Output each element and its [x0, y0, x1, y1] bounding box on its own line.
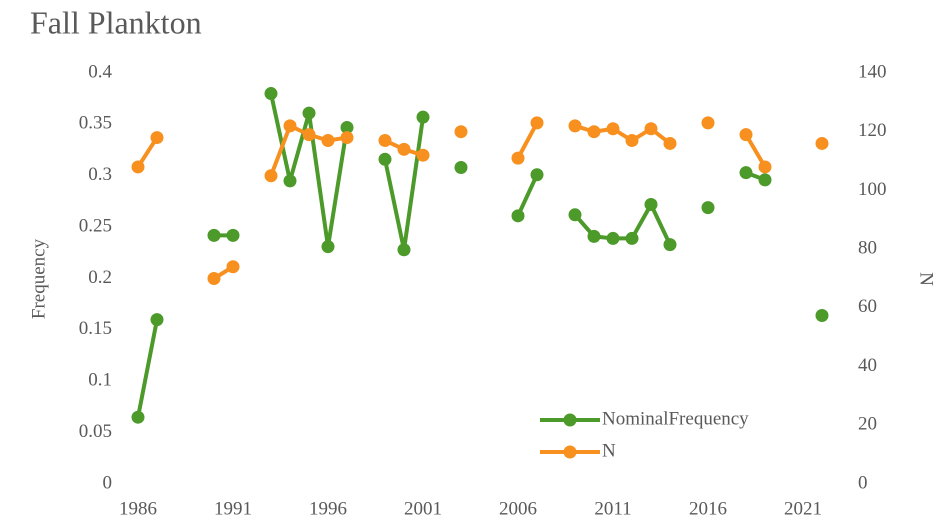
chart-title: Fall Plankton: [30, 4, 202, 40]
point: [701, 201, 715, 215]
point: [663, 238, 677, 252]
point: [397, 142, 411, 156]
point: [530, 116, 544, 130]
point: [150, 131, 164, 145]
point: [131, 160, 145, 174]
y2-tick-label: 140: [858, 61, 887, 82]
y2-axis-label: N: [916, 272, 937, 286]
series-line: [138, 94, 822, 418]
y-tick-label: 0.15: [79, 318, 112, 339]
point: [131, 410, 145, 424]
point: [454, 125, 468, 139]
point: [644, 198, 658, 212]
x-tick-label: 2006: [499, 498, 537, 519]
y2-tick-label: 20: [858, 414, 877, 435]
y-tick-label: 0.35: [79, 113, 112, 134]
point: [207, 272, 221, 285]
point: [340, 120, 354, 134]
x-tick-label: 1991: [214, 498, 252, 519]
point: [606, 122, 620, 136]
point: [815, 308, 829, 322]
point: [530, 168, 544, 182]
point: [340, 131, 354, 145]
y2-tick-label: 120: [858, 120, 887, 141]
point: [758, 160, 772, 174]
y2-tick-label: 40: [858, 355, 877, 376]
point: [587, 229, 601, 243]
legend-label: N: [602, 440, 616, 461]
point: [815, 136, 829, 150]
point: [416, 110, 430, 124]
point: [454, 161, 468, 175]
point: [568, 119, 582, 133]
point: [378, 152, 392, 166]
y-tick-label: 0.2: [88, 267, 112, 288]
point: [511, 209, 525, 223]
point: [321, 134, 335, 148]
x-tick-label: 2021: [784, 498, 822, 519]
point: [378, 134, 392, 148]
point: [321, 240, 335, 254]
point: [397, 243, 411, 257]
point: [606, 231, 620, 245]
point: [625, 134, 639, 148]
point: [739, 166, 753, 180]
y2-tick-label: 60: [858, 296, 877, 317]
point: [625, 231, 639, 245]
point: [739, 128, 753, 142]
point: [283, 119, 297, 133]
legend-marker: [563, 413, 577, 427]
point: [226, 260, 240, 274]
y-tick-label: 0.1: [88, 370, 112, 391]
legend-label: NominalFrequency: [602, 408, 749, 429]
series-line: [138, 123, 822, 279]
point: [511, 151, 525, 165]
point: [302, 106, 316, 120]
y-tick-label: 0.3: [88, 164, 112, 185]
x-tick-label: 2001: [404, 498, 442, 519]
point: [758, 173, 772, 187]
point: [568, 208, 582, 222]
y-tick-label: 0.25: [79, 215, 112, 236]
y-tick-label: 0.05: [79, 421, 112, 442]
point: [283, 174, 297, 188]
point: [302, 128, 316, 142]
y-axis-label: Frequency: [28, 238, 49, 319]
legend-marker: [563, 445, 577, 459]
point: [587, 125, 601, 139]
x-tick-label: 2011: [594, 498, 631, 519]
point: [416, 148, 430, 162]
point: [150, 313, 164, 327]
x-tick-label: 2016: [689, 498, 727, 519]
y2-tick-label: 0: [858, 472, 868, 493]
point: [663, 136, 677, 150]
y2-tick-label: 100: [858, 179, 887, 200]
x-tick-label: 1986: [119, 498, 157, 519]
x-tick-label: 1996: [309, 498, 347, 519]
point: [644, 122, 658, 136]
y2-tick-label: 80: [858, 238, 877, 259]
point: [207, 228, 221, 242]
point: [226, 228, 240, 242]
point: [264, 169, 278, 183]
point: [264, 87, 278, 101]
y-tick-label: 0.4: [88, 61, 112, 82]
y-tick-label: 0: [103, 472, 113, 493]
point: [701, 116, 715, 130]
